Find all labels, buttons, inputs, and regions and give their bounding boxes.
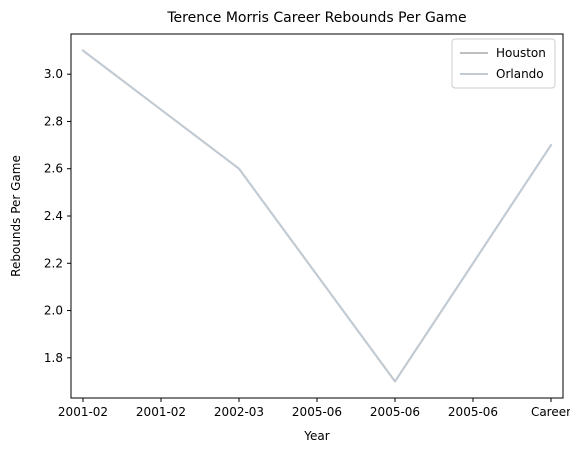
- y-tick-label: 2.8: [44, 114, 63, 128]
- plot-area: [83, 51, 551, 382]
- x-tick-label: 2002-03: [214, 405, 264, 419]
- legend-label: Houston: [496, 46, 546, 60]
- plot-frame: [71, 34, 563, 398]
- series-line-orlando: [83, 51, 551, 382]
- x-axis-ticks: 2001-02 2001-02 2002-03 2005-06 2005-06 2005-…: [58, 398, 570, 419]
- x-tick-label: 2001-02: [58, 405, 108, 419]
- x-tick-label: 2001-02: [136, 405, 186, 419]
- x-axis-label: Year: [303, 429, 329, 443]
- x-tick-label: 2005-06: [370, 405, 420, 419]
- x-tick-label: 2005-06: [292, 405, 342, 419]
- x-tick-label: 2005-06: [448, 405, 498, 419]
- y-axis-ticks: 1.8 2.0 2.2 2.4 2.6 2.8 3.0: [44, 67, 71, 365]
- legend-label: Orlando: [496, 67, 544, 81]
- y-tick-label: 2.4: [44, 209, 63, 223]
- y-tick-label: 1.8: [44, 351, 63, 365]
- y-tick-label: 2.2: [44, 256, 63, 270]
- y-axis-label: Rebounds Per Game: [9, 155, 23, 277]
- x-tick-label: Career: [531, 405, 570, 419]
- y-tick-label: 3.0: [44, 67, 63, 81]
- y-tick-label: 2.6: [44, 162, 63, 176]
- legend: Houston Orlando: [452, 39, 555, 88]
- chart-title: Terence Morris Career Rebounds Per Game: [166, 10, 466, 26]
- y-tick-label: 2.0: [44, 304, 63, 318]
- series-line-houston: [83, 51, 551, 382]
